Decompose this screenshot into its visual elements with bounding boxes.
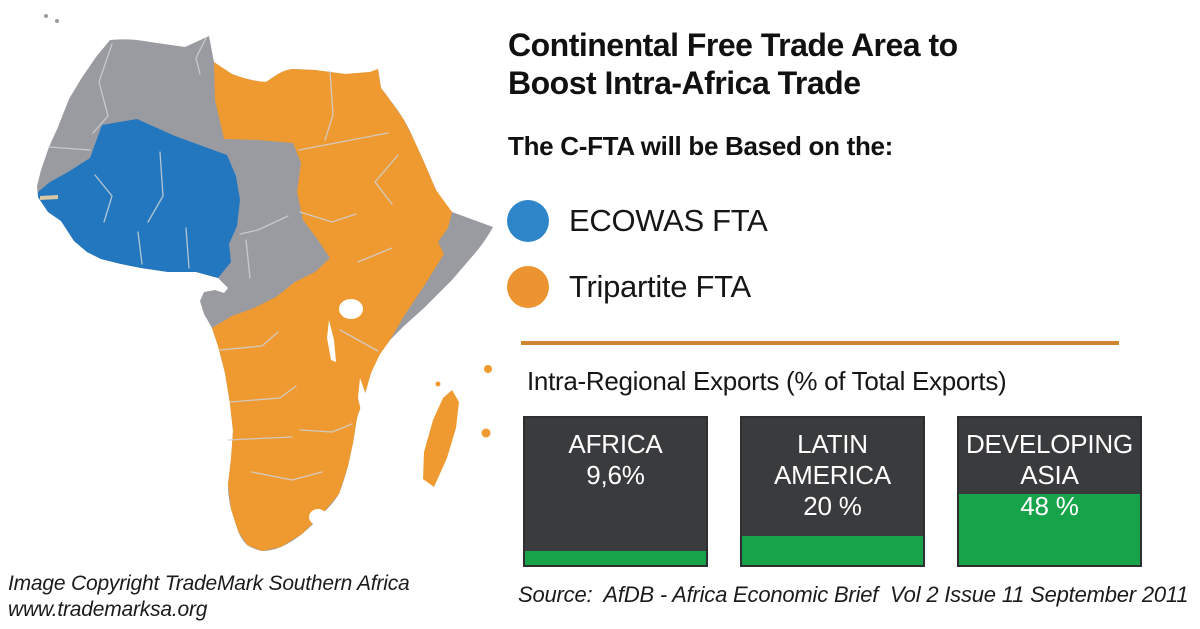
legend-item-ecowas: ECOWAS FTA	[507, 199, 768, 243]
stat-value: 20 %	[803, 491, 862, 521]
title-line-2: Boost Intra-Africa Trade	[508, 65, 861, 101]
stat-label: DEVELOPING ASIA	[965, 429, 1134, 490]
copyright-url: www.trademarksa.org	[8, 598, 208, 621]
source-note: Source: AfDB - Africa Economic Brief Vol…	[518, 582, 1189, 607]
stat-text: DEVELOPING ASIA 48 %	[959, 418, 1140, 522]
stat-label: LATIN AMERICA	[773, 429, 892, 490]
lake-victoria	[339, 299, 363, 319]
legend-label: ECOWAS FTA	[569, 203, 768, 238]
stat-box-developing-asia: DEVELOPING ASIA 48 %	[957, 416, 1142, 567]
section-divider	[521, 341, 1119, 345]
stat-value: 9,6%	[586, 460, 645, 490]
stat-bar-africa	[525, 550, 706, 565]
lake-tanganyika	[327, 320, 336, 362]
page-subtitle: The C-FTA will be Based on the:	[508, 131, 894, 161]
stat-text: AFRICA 9,6%	[525, 418, 706, 491]
stat-bar-latin-america	[742, 535, 923, 565]
copyright-line: Image Copyright TradeMark Southern Afric…	[8, 572, 410, 595]
island-icon	[55, 19, 59, 23]
region-tripartite	[212, 62, 452, 551]
island-icon	[481, 428, 491, 438]
island-icon	[435, 381, 441, 387]
country-borders	[48, 37, 399, 481]
stat-box-latin-america: LATIN AMERICA 20 %	[740, 416, 925, 567]
island-icon	[484, 365, 492, 373]
region-ecowas	[38, 119, 240, 278]
copyright-note: Image Copyright TradeMark Southern Afric…	[8, 571, 410, 623]
stat-label: AFRICA	[568, 429, 663, 459]
stat-text: LATIN AMERICA 20 %	[742, 418, 923, 522]
page-title: Continental Free Trade Area to Boost Int…	[508, 26, 1148, 102]
tripartite-color-swatch-icon	[507, 266, 549, 308]
legend-item-tripartite: Tripartite FTA	[507, 265, 768, 309]
region-madagascar	[423, 390, 459, 487]
stat-box-africa: AFRICA 9,6%	[523, 416, 708, 567]
stat-value: 48 %	[1020, 491, 1079, 521]
ecowas-color-swatch-icon	[507, 200, 549, 242]
title-line-1: Continental Free Trade Area to	[508, 27, 958, 63]
gambia-sliver	[40, 195, 58, 200]
lake-malawi	[358, 378, 368, 419]
island-icon	[44, 14, 48, 18]
stat-bar-developing-asia	[959, 494, 1140, 565]
lesotho-enclave	[309, 509, 327, 525]
chart-title: Intra-Regional Exports (% of Total Expor…	[527, 366, 1007, 396]
legend-label: Tripartite FTA	[569, 269, 751, 304]
africa-map	[0, 0, 510, 570]
map-legend: ECOWAS FTA Tripartite FTA	[507, 199, 768, 331]
